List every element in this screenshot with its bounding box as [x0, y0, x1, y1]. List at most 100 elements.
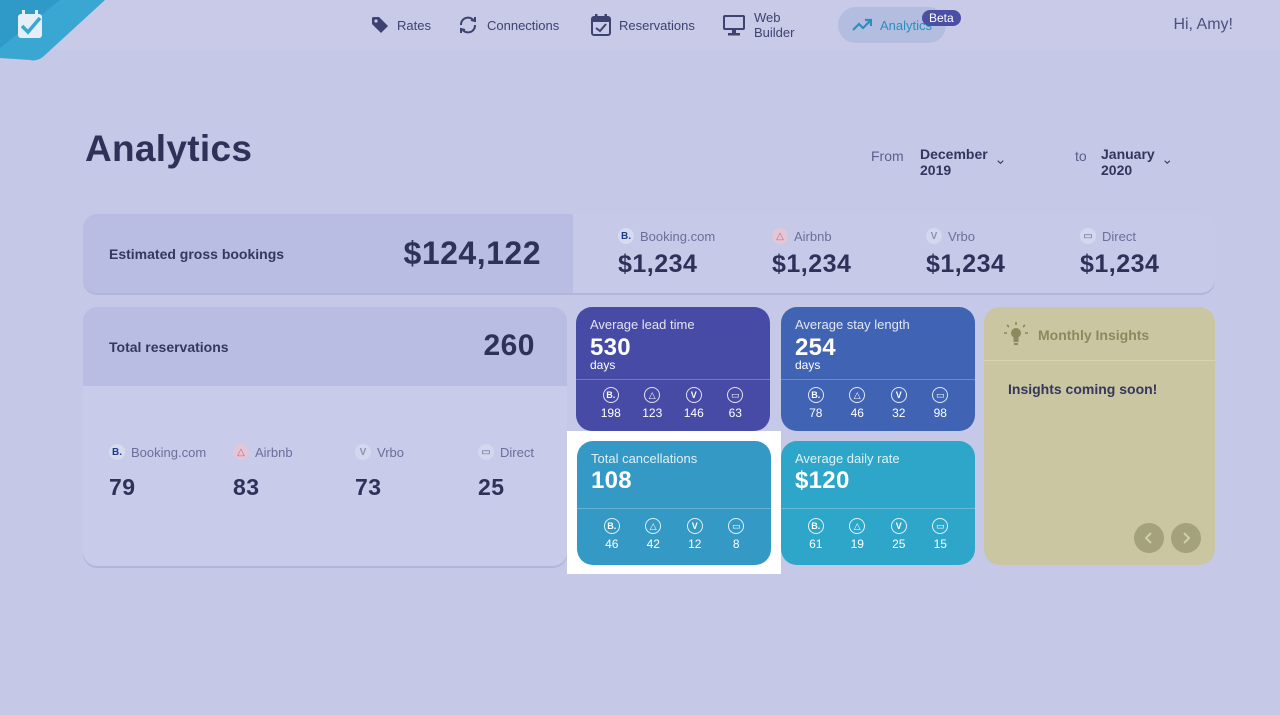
card-channel-stats: B. 61 △ 19 V 25 ▭ 15	[781, 518, 975, 551]
channel-name: Airbnb	[794, 228, 832, 244]
stat-value: 15	[933, 537, 947, 551]
stat-value: 8	[732, 537, 740, 551]
channel-name: Vrbo	[377, 444, 404, 460]
total-cancellations-card[interactable]: Total cancellations 108 B. 46 △ 42 V 12 ▭ 8	[577, 441, 771, 565]
previous-insight-button[interactable]	[1134, 523, 1164, 553]
chevron-right-icon	[1183, 532, 1190, 544]
trending-up-icon	[852, 18, 872, 31]
vrbo-icon: V	[926, 228, 942, 244]
channel-value: 79	[109, 474, 136, 500]
booking-com-icon: B.	[602, 387, 619, 403]
sync-icon	[460, 16, 476, 34]
insights-header: Monthly Insights	[984, 307, 1215, 361]
channel-name: Direct	[500, 444, 534, 460]
total-reservations-card: Total reservations 260 B. Booking.com 79 …	[83, 307, 567, 566]
direct-icon: ▭	[727, 387, 744, 403]
nav-label: Connections	[487, 17, 560, 33]
airbnb-icon: △	[645, 518, 662, 534]
gross-bookings-card: Estimated gross bookings $124,122 B. Book…	[83, 214, 1215, 293]
card-title: Average stay length	[795, 317, 910, 332]
gross-channel-direct: ▭ Direct $1,234	[1080, 228, 1159, 279]
airbnb-icon: △	[233, 444, 249, 460]
nav-item-connections[interactable]: Connections	[457, 7, 559, 43]
card-value: 530	[590, 334, 631, 361]
chevron-down-icon	[997, 160, 1004, 165]
nav-item-web-builder[interactable]: Web Builder	[722, 7, 794, 43]
tag-icon	[372, 17, 388, 33]
gross-channel-vrbo: V Vrbo $1,234	[926, 228, 1005, 279]
gross-bookings-total: $124,122	[403, 235, 541, 271]
nav-item-rates[interactable]: Rates	[371, 7, 431, 43]
chevron-left-icon	[1145, 532, 1152, 544]
card-value: 108	[591, 467, 632, 494]
average-lead-time-card[interactable]: Average lead time 530 days B. 198 △ 123 V 1…	[576, 307, 770, 431]
insights-text: Insights coming soon!	[1008, 381, 1158, 397]
channel-name: Booking.com	[640, 228, 716, 244]
beta-badge: Beta	[922, 10, 961, 26]
channel-value: $1,234	[1080, 250, 1160, 278]
stat-value: 123	[642, 406, 663, 420]
channel-value: 83	[233, 474, 260, 500]
to-date-value: January 2020	[1101, 146, 1155, 178]
stat-value: 12	[688, 537, 702, 551]
app-logo-icon[interactable]	[0, 0, 105, 62]
booking-com-icon: B.	[807, 387, 824, 403]
airbnb-icon: △	[849, 387, 866, 403]
calendar-check-icon	[591, 14, 611, 36]
airbnb-icon: △	[644, 387, 661, 403]
page-title: Analytics	[85, 128, 253, 169]
reservations-channel-vrbo: V Vrbo 73	[355, 444, 404, 501]
stat-value: 25	[892, 537, 906, 551]
reservations-channel-airbnb: △ Airbnb 83	[233, 444, 293, 501]
card-value: $120	[795, 467, 850, 494]
card-title: Average lead time	[590, 317, 695, 332]
reservations-channel-booking: B. Booking.com 79	[109, 444, 206, 501]
stat-value: 78	[809, 406, 823, 420]
airbnb-icon: △	[772, 228, 788, 244]
nav-item-reservations[interactable]: Reservations	[591, 7, 695, 43]
reservations-label: Total reservations	[109, 339, 229, 355]
direct-icon: ▭	[478, 444, 494, 460]
card-unit: days	[590, 358, 616, 372]
from-label: From	[871, 148, 904, 164]
average-daily-rate-card[interactable]: Average daily rate $120 B. 61 △ 19 V 25 ▭ 15	[781, 441, 975, 565]
average-stay-length-card[interactable]: Average stay length 254 days B. 78 △ 46 V 3…	[781, 307, 975, 431]
stat-value: 146	[683, 406, 704, 420]
to-date-dropdown[interactable]: January 2020	[1101, 146, 1171, 178]
stat-value: 198	[600, 406, 621, 420]
monitor-icon	[723, 15, 745, 36]
lightbulb-icon	[1004, 322, 1028, 345]
gross-bookings-summary: Estimated gross bookings $124,122	[83, 214, 573, 293]
channel-name: Airbnb	[255, 444, 293, 460]
booking-com-icon: B.	[603, 518, 620, 534]
card-title: Average daily rate	[795, 451, 900, 466]
card-unit: days	[795, 358, 821, 372]
channel-value: 73	[355, 474, 382, 500]
stat-value: 42	[646, 537, 660, 551]
top-bar: Rates Connections Reservations Web Build…	[0, 0, 1280, 61]
stat-value: 98	[933, 406, 947, 420]
direct-icon: ▭	[1080, 228, 1096, 244]
channel-value: 25	[478, 474, 505, 500]
gross-channel-booking: B. Booking.com $1,234	[618, 228, 715, 279]
channel-name: Vrbo	[948, 228, 975, 244]
user-greeting[interactable]: Hi, Amy!	[1173, 16, 1233, 33]
airbnb-icon: △	[849, 518, 866, 534]
gross-bookings-label: Estimated gross bookings	[109, 246, 285, 262]
next-insight-button[interactable]	[1171, 523, 1201, 553]
from-date-dropdown[interactable]: December 2019	[920, 146, 1004, 178]
vrbo-icon: V	[890, 387, 907, 403]
channel-name: Direct	[1102, 228, 1136, 244]
card-channel-stats: B. 78 △ 46 V 32 ▭ 98	[781, 387, 975, 420]
booking-com-icon: B.	[109, 444, 125, 460]
direct-icon: ▭	[728, 518, 745, 534]
direct-icon: ▭	[932, 518, 949, 534]
channel-value: $1,234	[926, 250, 1006, 278]
reservations-summary: Total reservations 260	[83, 307, 567, 386]
nav-label: Rates	[397, 17, 431, 33]
monthly-insights-card: Monthly Insights Insights coming soon!	[984, 307, 1215, 565]
stat-value: 61	[809, 537, 823, 551]
card-value: 254	[795, 334, 836, 361]
gross-channel-airbnb: △ Airbnb $1,234	[772, 228, 851, 279]
channel-value: $1,234	[618, 250, 698, 278]
